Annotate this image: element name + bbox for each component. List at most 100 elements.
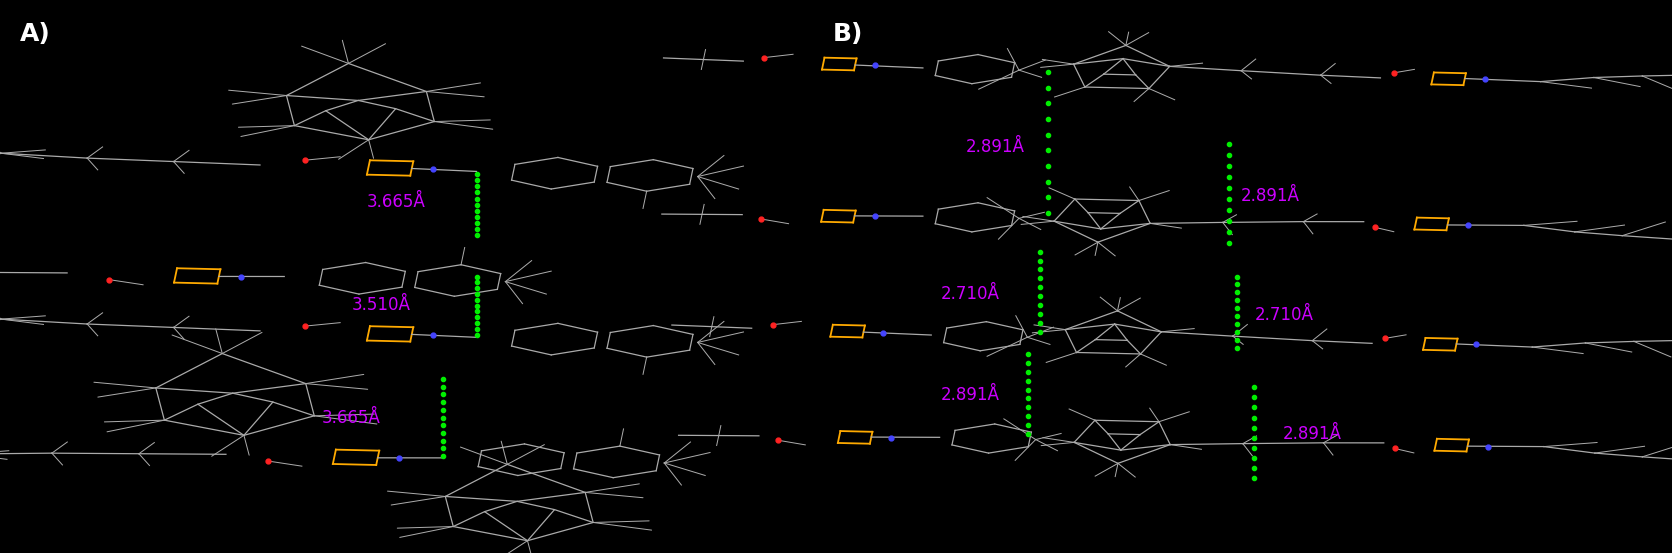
- Point: [1241, 464, 1267, 473]
- Point: [1216, 184, 1242, 192]
- Point: [1027, 256, 1053, 265]
- Point: [463, 307, 490, 316]
- Point: [463, 272, 490, 281]
- Point: [1216, 150, 1242, 159]
- Point: [463, 212, 490, 221]
- Point: [430, 390, 456, 399]
- Point: [463, 313, 490, 322]
- Point: [1216, 239, 1242, 248]
- Point: [1027, 319, 1053, 327]
- Point: [1035, 83, 1062, 92]
- Point: [1224, 312, 1251, 321]
- Point: [1027, 265, 1053, 274]
- Text: 2.710Å: 2.710Å: [1254, 306, 1314, 324]
- Point: [1216, 217, 1242, 226]
- Point: [1015, 430, 1042, 439]
- Point: [463, 231, 490, 239]
- Point: [1027, 283, 1053, 291]
- Point: [1241, 453, 1267, 462]
- Point: [1216, 228, 1242, 237]
- Point: [463, 301, 490, 310]
- Point: [430, 429, 456, 437]
- Point: [430, 421, 456, 430]
- Text: 2.891Å: 2.891Å: [1282, 425, 1343, 443]
- Point: [463, 284, 490, 293]
- Text: 3.665Å: 3.665Å: [321, 409, 381, 426]
- Point: [1241, 434, 1267, 442]
- Text: 2.710Å: 2.710Å: [940, 285, 1000, 303]
- Point: [463, 176, 490, 185]
- Point: [1027, 327, 1053, 336]
- Point: [463, 319, 490, 327]
- Point: [1224, 336, 1251, 345]
- Point: [430, 398, 456, 406]
- Point: [1027, 301, 1053, 310]
- Text: 2.891Å: 2.891Å: [940, 387, 1000, 404]
- Point: [463, 182, 490, 191]
- Point: [463, 206, 490, 215]
- Point: [463, 295, 490, 304]
- Point: [1035, 67, 1062, 76]
- Point: [463, 200, 490, 209]
- Point: [1035, 193, 1062, 202]
- Point: [1035, 208, 1062, 217]
- Point: [1216, 139, 1242, 148]
- Point: [463, 170, 490, 179]
- Point: [1015, 412, 1042, 421]
- Point: [1241, 403, 1267, 412]
- Point: [430, 413, 456, 422]
- Point: [1216, 206, 1242, 215]
- Point: [1015, 376, 1042, 385]
- Point: [1241, 383, 1267, 392]
- Point: [1216, 195, 1242, 204]
- Point: [463, 278, 490, 287]
- Point: [1035, 177, 1062, 186]
- Point: [463, 188, 490, 197]
- Point: [1015, 394, 1042, 403]
- Point: [1224, 288, 1251, 297]
- Text: 3.665Å: 3.665Å: [366, 193, 426, 211]
- Point: [463, 194, 490, 203]
- Point: [1241, 413, 1267, 422]
- Point: [463, 225, 490, 233]
- Point: [1035, 114, 1062, 123]
- Point: [1035, 161, 1062, 170]
- Point: [1035, 130, 1062, 139]
- Point: [463, 290, 490, 299]
- Point: [1224, 320, 1251, 329]
- Point: [1241, 474, 1267, 483]
- Point: [430, 374, 456, 383]
- Point: [1241, 444, 1267, 452]
- Point: [1015, 403, 1042, 412]
- Point: [463, 218, 490, 227]
- Point: [1241, 423, 1267, 432]
- Point: [1216, 161, 1242, 170]
- Point: [1241, 393, 1267, 401]
- Point: [1027, 310, 1053, 319]
- Point: [1035, 146, 1062, 155]
- Point: [1216, 173, 1242, 181]
- Point: [1015, 349, 1042, 358]
- Point: [1027, 292, 1053, 301]
- Point: [1224, 328, 1251, 337]
- Text: 2.891Å: 2.891Å: [1241, 187, 1301, 205]
- Point: [463, 324, 490, 333]
- Point: [1224, 296, 1251, 305]
- Point: [1015, 421, 1042, 430]
- Point: [430, 405, 456, 414]
- Point: [430, 444, 456, 453]
- Point: [1224, 344, 1251, 353]
- Text: 2.891Å: 2.891Å: [965, 138, 1025, 155]
- Point: [430, 436, 456, 445]
- Point: [1015, 358, 1042, 367]
- Point: [1015, 367, 1042, 376]
- Point: [1027, 274, 1053, 283]
- Point: [1027, 247, 1053, 256]
- Text: 3.510Å: 3.510Å: [351, 296, 411, 314]
- Point: [1224, 280, 1251, 289]
- Point: [430, 382, 456, 391]
- Point: [1224, 272, 1251, 281]
- Point: [463, 330, 490, 339]
- Text: A): A): [20, 22, 50, 46]
- Point: [1224, 304, 1251, 313]
